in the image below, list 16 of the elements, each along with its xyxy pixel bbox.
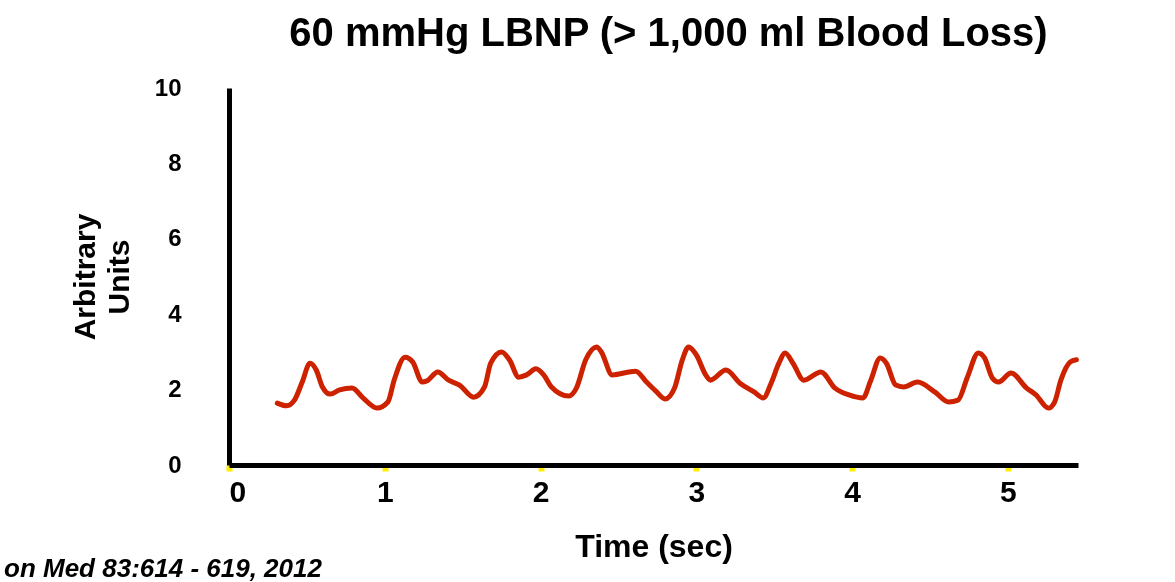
y-tick-label: 0 <box>168 450 182 478</box>
x-tick-label: 2 <box>532 474 550 508</box>
x-tick-label: 1 <box>376 474 394 508</box>
y-tick-label: 2 <box>168 375 182 403</box>
y-axis-title: Arbitrary Units <box>67 213 135 341</box>
chart-title: 60 mmHg LBNP (> 1,000 ml Blood Loss) <box>289 10 1048 54</box>
y-tick-label: 10 <box>154 73 182 101</box>
x-tick-label: 0 <box>229 474 247 508</box>
x-axis-title: Time (sec) <box>575 527 733 564</box>
y-tick-label: 4 <box>168 299 183 327</box>
x-tick-label: 4 <box>844 474 862 508</box>
y-tick-label: 8 <box>168 148 182 176</box>
y-tick-label: 6 <box>168 224 182 252</box>
text: on Med 83:614 - 619, 2012 <box>4 553 323 582</box>
x-tick-label: 5 <box>1000 474 1017 508</box>
x-tick-label: 3 <box>688 474 706 508</box>
